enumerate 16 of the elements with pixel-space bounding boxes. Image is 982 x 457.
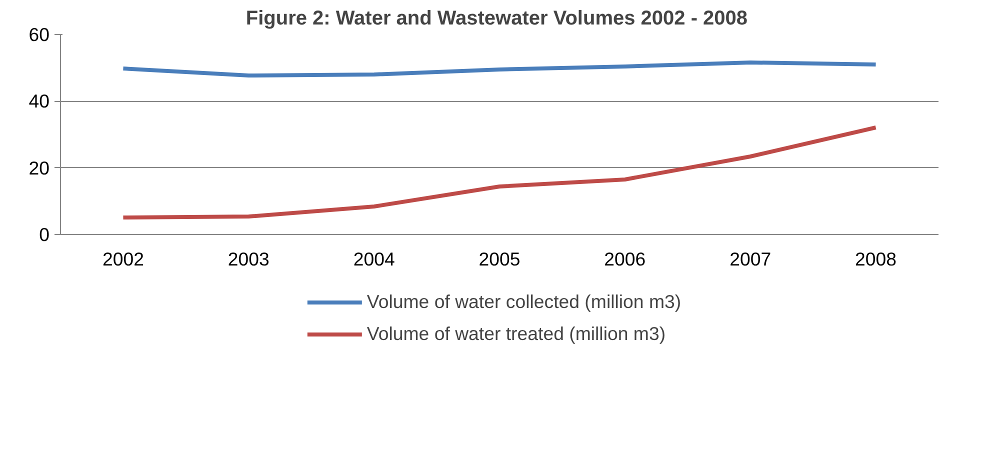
x-tick-label: 2006 [604, 248, 646, 270]
y-tick-label: 40 [28, 90, 50, 112]
chart-title: Figure 2: Water and Wastewater Volumes 2002 - 2008 [246, 8, 748, 30]
y-tick-label: 0 [39, 224, 50, 245]
x-tick-label: 2007 [730, 248, 772, 270]
legend-label: Volume of water collected (million m3) [366, 291, 682, 313]
y-tick-label: 60 [28, 24, 50, 45]
x-tick-label: 2008 [855, 248, 897, 270]
x-tick-label: 2005 [478, 248, 520, 270]
line-series [121, 60, 878, 78]
x-tick-label: 2003 [228, 248, 270, 270]
x-tick-label: 2002 [102, 248, 144, 270]
line-series [121, 126, 878, 220]
legend-label: Volume of water treated (million m3) [366, 323, 666, 345]
y-tick-label: 20 [28, 157, 50, 178]
x-tick-label: 2004 [353, 248, 395, 270]
